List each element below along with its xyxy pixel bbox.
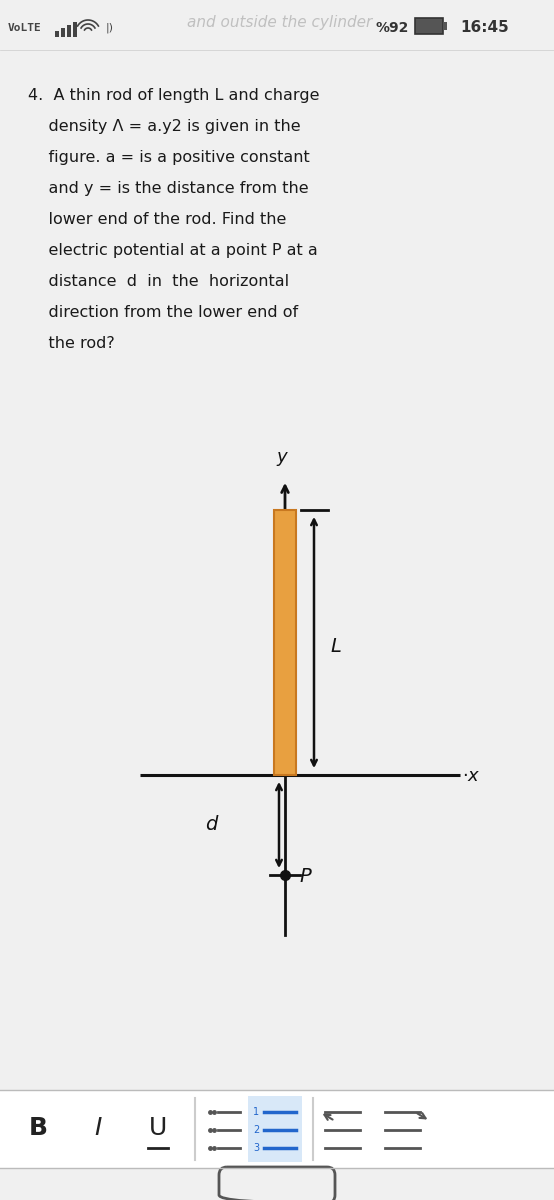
Bar <box>61 28 65 37</box>
Text: the rod?: the rod? <box>28 336 115 350</box>
Text: U: U <box>149 1116 167 1140</box>
Text: lower end of the rod. Find the: lower end of the rod. Find the <box>28 212 286 227</box>
Bar <box>55 31 59 37</box>
Text: |): |) <box>106 23 114 34</box>
Text: VoLTE: VoLTE <box>8 23 42 32</box>
Text: $d$: $d$ <box>205 816 219 834</box>
Bar <box>443 22 447 30</box>
Text: figure. a = is a positive constant: figure. a = is a positive constant <box>28 150 310 164</box>
Text: %92: %92 <box>375 20 408 35</box>
Text: $P$: $P$ <box>299 868 312 887</box>
Text: $L$: $L$ <box>330 637 342 656</box>
Text: $y$: $y$ <box>276 450 290 468</box>
Text: 1: 1 <box>253 1106 259 1117</box>
Bar <box>248 1096 302 1162</box>
Text: electric potential at a point P at a: electric potential at a point P at a <box>28 242 318 258</box>
Bar <box>73 22 77 37</box>
Bar <box>0 1090 554 1168</box>
Text: $\cdot x$: $\cdot x$ <box>462 767 480 785</box>
Text: 4.  A thin rod of length L and charge: 4. A thin rod of length L and charge <box>28 88 320 103</box>
Text: density Λ = a.y2 is given in the: density Λ = a.y2 is given in the <box>28 119 301 134</box>
Text: B: B <box>28 1116 48 1140</box>
Text: direction from the lower end of: direction from the lower end of <box>28 305 298 320</box>
Bar <box>67 25 71 37</box>
Bar <box>415 18 443 34</box>
Text: distance  d  in  the  horizontal: distance d in the horizontal <box>28 274 289 289</box>
Text: $I$: $I$ <box>94 1116 102 1140</box>
Text: and outside the cylinder: and outside the cylinder <box>187 14 373 30</box>
Text: 2: 2 <box>253 1126 259 1135</box>
Text: 3: 3 <box>253 1142 259 1153</box>
Bar <box>274 510 296 775</box>
Text: 16:45: 16:45 <box>460 20 509 36</box>
Text: and y = is the distance from the: and y = is the distance from the <box>28 181 309 196</box>
